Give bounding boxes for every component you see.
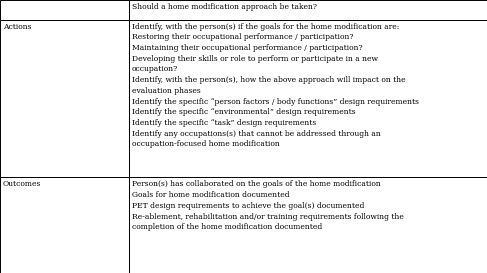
Bar bbox=[0, 20, 129, 177]
Text: Identify, with the person(s) if the goals for the home modification are:
Restori: Identify, with the person(s) if the goal… bbox=[132, 23, 419, 148]
Text: Actions: Actions bbox=[3, 23, 32, 31]
Text: Outcomes: Outcomes bbox=[3, 180, 41, 188]
Text: Person(s) has collaborated on the goals of the home modification
Goals for home : Person(s) has collaborated on the goals … bbox=[132, 180, 404, 231]
Bar bbox=[129, 177, 487, 273]
Bar bbox=[0, 177, 129, 273]
Bar bbox=[0, 0, 129, 20]
Bar bbox=[129, 20, 487, 177]
Text: Should a home modification approach be taken?: Should a home modification approach be t… bbox=[132, 3, 317, 11]
Bar bbox=[129, 0, 487, 20]
